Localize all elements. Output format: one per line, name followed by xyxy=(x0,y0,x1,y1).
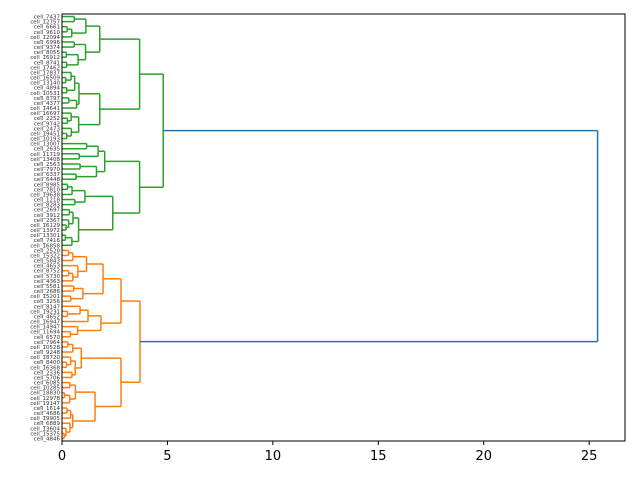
leaf-label: cell_19638 xyxy=(30,192,60,198)
leaf-label: cell_4363 xyxy=(34,279,61,285)
leaf-label: cell_9374 xyxy=(34,45,61,51)
x-tick-label: 15 xyxy=(370,449,387,464)
leaf-label: cell_16697 xyxy=(30,111,60,117)
leaf-label: cell_7970 xyxy=(34,167,61,173)
leaf-label: cell_10531 xyxy=(30,91,60,97)
leaf-label: cell_18720 xyxy=(30,355,60,361)
leaf-label: cell_16912 xyxy=(30,55,60,61)
leaf-label: cell_15375 xyxy=(30,431,60,437)
leaf-label: cell_13301 xyxy=(30,233,60,239)
leaf-label: cell_8752 xyxy=(34,269,60,275)
leaf-label: cell_18830 xyxy=(30,391,60,397)
axes-frame xyxy=(61,13,626,442)
leaf-label: cell_11694 xyxy=(30,330,60,336)
leaf-label: cell_19905 xyxy=(30,416,60,422)
leaf-label: cell_6661 xyxy=(34,25,60,31)
leaf-label: cell_8400 xyxy=(34,360,61,366)
leaf-label: cell_6448 xyxy=(34,177,61,183)
leaf-label: cell_3256 xyxy=(34,299,61,305)
x-tick-label: 5 xyxy=(163,449,171,464)
leaf-label: cell_4377 xyxy=(34,101,61,107)
x-axis: 0 5 10 15 20 25 xyxy=(58,441,598,464)
leaf-label: cell_10193 xyxy=(30,137,60,143)
leaf-label: cell_4894 xyxy=(34,86,61,92)
leaf-label: cell_19147 xyxy=(30,401,60,407)
leaf-label: cell_4653 xyxy=(34,264,61,270)
leaf-label: cell_6337 xyxy=(34,172,61,178)
leaf-label: cell_15322 xyxy=(30,253,60,259)
leaf-label: cell_14641 xyxy=(30,106,60,112)
leaf-label: cell_5843 xyxy=(34,259,61,265)
leaf-label: cell_8283 xyxy=(34,203,61,209)
leaf-label: cell_9742 xyxy=(34,121,60,127)
leaf-label: cell_7416 xyxy=(34,238,61,244)
leaf-label: cell_8985 xyxy=(34,182,61,188)
leaf-label: cell_16947 xyxy=(30,320,60,326)
leaf-label: cell_19231 xyxy=(30,309,60,315)
leaf-label: cell_13007 xyxy=(30,142,60,148)
leaf-label: cell_6570 xyxy=(34,335,61,341)
leaf-label: cell_2520 xyxy=(34,248,61,254)
leaf-label: cell_17837 xyxy=(30,70,60,76)
leaf-label: cell_2635 xyxy=(34,147,61,153)
leaf-label: cell_13140 xyxy=(30,81,60,87)
leaf-label: cell_17462 xyxy=(30,65,60,71)
leaf-label: cell_16129 xyxy=(30,223,60,229)
leaf-label: cell_16368 xyxy=(30,365,60,371)
leaf-label: cell_9610 xyxy=(34,30,61,36)
leaf-label: cell_16858 xyxy=(30,243,60,249)
leaf-label: cell_15201 xyxy=(30,294,60,300)
leaf-label: cell_11719 xyxy=(30,152,60,158)
leaf-label: cell_8147 xyxy=(34,304,61,310)
leaf-label: cell_3912 xyxy=(34,213,60,219)
leaf-label: cell_9248 xyxy=(34,350,61,356)
leaf-label: cell_14947 xyxy=(30,325,60,331)
leaf-label: cell_13604 xyxy=(30,426,60,432)
leaf-label: cell_12094 xyxy=(30,35,60,41)
leaf-label: cell_2336 xyxy=(34,370,61,376)
leaf-labels: cell_7437cell_12757cell_6661cell_9610cel… xyxy=(30,15,60,443)
leaf-label: cell_1614 xyxy=(34,406,61,412)
leaf-label: cell_6085 xyxy=(34,381,61,387)
x-tick-label: 25 xyxy=(581,449,598,464)
leaf-label: cell_16509 xyxy=(30,76,60,82)
leaf-label: cell_4652 xyxy=(34,314,60,320)
leaf-label: cell_2686 xyxy=(34,289,61,295)
leaf-label: cell_8055 xyxy=(34,50,61,56)
leaf-label: cell_2252 xyxy=(34,116,60,122)
leaf-label: cell_10285 xyxy=(30,386,60,392)
leaf-label: cell_12757 xyxy=(30,20,60,26)
dendrogram-links xyxy=(62,15,599,440)
leaf-label: cell_2563 xyxy=(34,162,61,168)
x-tick-label: 20 xyxy=(475,449,492,464)
leaf-label: cell_13972 xyxy=(30,228,60,234)
leaf-label: cell_2367 xyxy=(34,218,61,224)
leaf-label: cell_7437 xyxy=(34,15,61,21)
leaf-label: cell_4846 xyxy=(34,436,61,442)
leaf-label: cell_8741 xyxy=(34,60,60,66)
leaf-label: cell_4686 xyxy=(34,411,61,417)
leaf-label: cell_10528 xyxy=(30,345,60,351)
leaf-label: cell_12978 xyxy=(30,396,60,402)
leaf-label: cell_5730 xyxy=(34,274,61,280)
leaf-label: cell_2697 xyxy=(34,208,61,214)
leaf-label: cell_5581 xyxy=(34,284,60,290)
x-tick-label: 10 xyxy=(265,449,282,464)
leaf-label: cell_6996 xyxy=(34,40,61,46)
leaf-label: cell_19451 xyxy=(30,131,60,137)
leaf-label: cell_6889 xyxy=(34,421,61,427)
leaf-label: cell_2473 xyxy=(34,126,61,132)
x-tick-label: 0 xyxy=(58,449,66,464)
leaf-label: cell_7810 xyxy=(34,187,61,193)
leaf-label: cell_13408 xyxy=(30,157,60,163)
leaf-label: cell_7964 xyxy=(34,340,61,346)
leaf-label: cell_5706 xyxy=(34,375,61,381)
leaf-label: cell_8797 xyxy=(34,96,61,102)
leaf-label: cell_1218 xyxy=(34,198,61,204)
